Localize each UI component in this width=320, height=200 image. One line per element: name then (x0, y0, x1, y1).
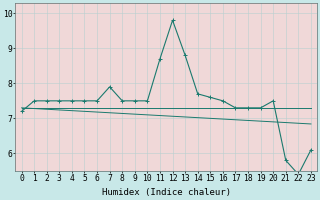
X-axis label: Humidex (Indice chaleur): Humidex (Indice chaleur) (102, 188, 231, 197)
